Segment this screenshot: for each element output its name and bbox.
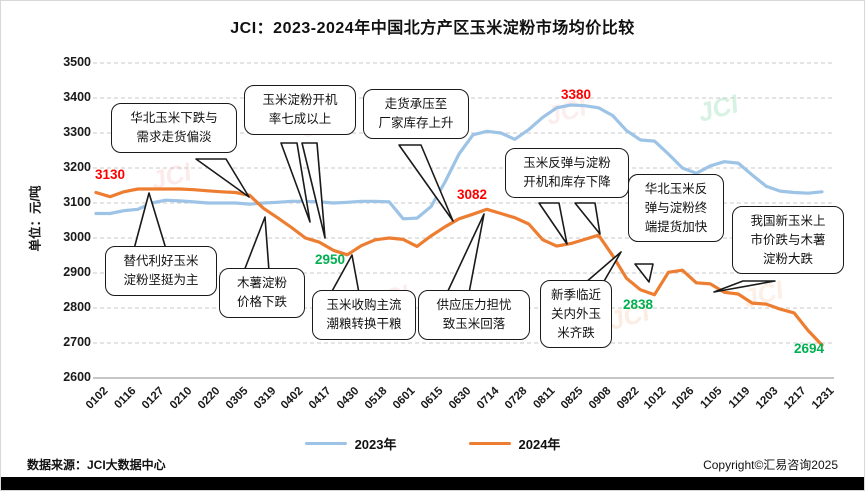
annotation-corn-rebound-inventory-down: 玉米反弹与淀粉 开机和库存下降 bbox=[505, 148, 629, 198]
legend-item-2023: 2023年 bbox=[304, 434, 397, 453]
legend-item-2024: 2024年 bbox=[468, 434, 561, 453]
y-tick-label: 2600 bbox=[63, 370, 91, 384]
annotation-north-china-corn-falls: 华北玉米下跌与 需求走货偏淡 bbox=[111, 103, 237, 153]
y-tick-label: 3500 bbox=[63, 55, 91, 69]
data-label-2694: 2694 bbox=[794, 341, 825, 356]
annotation-shipment-pressure-inventory-up: 走货承压至 厂家库存上升 bbox=[363, 89, 469, 139]
data-label-2950: 2950 bbox=[315, 252, 346, 267]
data-source-note: 数据来源：JCI大数据中心 bbox=[27, 458, 166, 472]
legend-swatch-2023 bbox=[304, 441, 347, 446]
bottom-black-bar bbox=[1, 477, 864, 490]
annotation-corn-rebound-pickup-faster: 华北玉米反 弹与淀粉终 端提货加快 bbox=[628, 174, 724, 243]
chart-title: JCI：2023-2024年中国北方产区玉米淀粉市场均价比较 bbox=[230, 20, 635, 37]
legend-swatch-2024 bbox=[468, 441, 511, 446]
callout-pointers bbox=[133, 142, 776, 294]
annotation-wet-to-dry-grain: 玉米收购主流 潮粮转换干粮 bbox=[312, 290, 416, 340]
y-tick-label: 3400 bbox=[63, 90, 91, 104]
data-label-3130: 3130 bbox=[95, 167, 126, 182]
copyright-note: Copyright©汇易咨询2025 bbox=[703, 458, 838, 472]
y-tick-label: 3200 bbox=[63, 160, 91, 174]
annotation-supply-pressure-corn-falls: 供应压力担忧 致玉米回落 bbox=[418, 290, 530, 340]
data-label-3082: 3082 bbox=[457, 187, 488, 202]
data-label-3380: 3380 bbox=[561, 87, 592, 102]
legend-label-2023: 2023年 bbox=[354, 437, 397, 452]
data-label-2838: 2838 bbox=[623, 297, 654, 312]
legend: 2023年 2024年 bbox=[1, 434, 864, 453]
y-tick-label: 3300 bbox=[63, 125, 91, 139]
legend-label-2024: 2024年 bbox=[518, 437, 561, 452]
y-tick-label: 3100 bbox=[63, 195, 91, 209]
annotation-starch-operating-rate: 玉米淀粉开机 率七成以上 bbox=[244, 85, 356, 135]
annotation-new-corn-cassava-plunge: 我国新玉米上 市价跌与木薯 淀粉大跌 bbox=[732, 206, 844, 275]
y-tick-label: 2900 bbox=[63, 265, 91, 279]
y-tick-label: 2700 bbox=[63, 335, 91, 349]
annotation-substitution-support: 替代利好玉米 淀粉坚挺为主 bbox=[105, 246, 217, 296]
y-tick-label: 3000 bbox=[63, 230, 91, 244]
y-tick-label: 2800 bbox=[63, 300, 91, 314]
annotation-cassava-starch-price-down: 木薯淀粉 价格下跌 bbox=[219, 268, 305, 318]
annotation-new-season-corn-falls: 新季临近 关内外玉 米齐跌 bbox=[540, 280, 612, 349]
